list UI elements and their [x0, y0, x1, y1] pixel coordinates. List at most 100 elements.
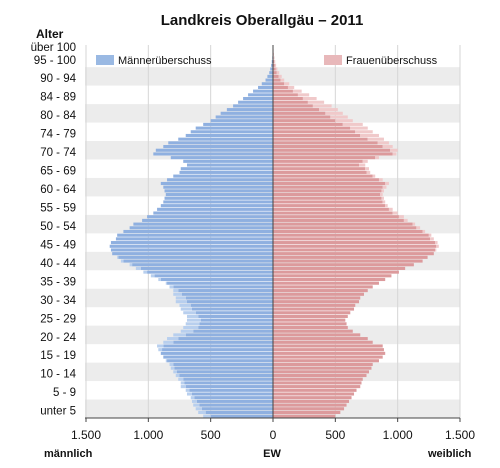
bar-male-surplus	[175, 296, 186, 300]
bar-female	[273, 122, 343, 126]
bar-male	[205, 410, 273, 415]
bar-male	[183, 377, 273, 381]
bar-female-surplus	[385, 181, 389, 186]
legend-label-female-surplus: Frauenüberschuss	[346, 55, 438, 67]
bar-female-surplus	[330, 115, 348, 119]
bar-male	[191, 392, 273, 396]
age-label: 90 - 94	[40, 73, 76, 85]
bar-female	[273, 300, 360, 304]
bar-male	[157, 207, 273, 211]
bar-male-surplus	[158, 348, 163, 352]
y-axis-title: Alter	[36, 27, 64, 41]
legend-label-male-surplus: Männerüberschuss	[118, 55, 212, 67]
bar-female	[273, 263, 414, 267]
bar-female-surplus	[307, 100, 325, 104]
bar-male-surplus	[203, 414, 211, 418]
age-labels: unter 5 5 - 9 10 - 14 15 - 19 20 - 24 25 - 29…	[31, 42, 77, 418]
bar-male	[163, 145, 273, 149]
bar-male	[160, 351, 273, 355]
bar-male	[185, 133, 273, 138]
bar-female	[273, 67, 276, 71]
bar-female	[273, 130, 356, 134]
bar-female-surplus	[382, 145, 393, 149]
bar-female-surplus	[428, 233, 432, 237]
bar-male	[173, 340, 273, 344]
bar-male-surplus	[169, 285, 174, 289]
bar-female	[273, 174, 373, 178]
bar-female	[273, 396, 352, 400]
bar-female	[273, 340, 373, 344]
bar-male	[133, 222, 273, 226]
bar-male	[190, 130, 273, 134]
bar-female	[273, 348, 384, 352]
x-tick-label: 500	[325, 428, 345, 442]
bar-female	[273, 381, 362, 385]
bar-female	[273, 159, 363, 163]
bar-male	[129, 226, 273, 230]
bar-female	[273, 377, 363, 381]
bars-group	[109, 45, 439, 418]
bar-female	[273, 303, 356, 307]
bar-female-surplus	[312, 104, 332, 108]
bar-female-surplus	[275, 67, 278, 71]
bar-female	[273, 329, 353, 333]
bar-female	[273, 89, 293, 93]
bar-male	[163, 185, 273, 189]
age-label: 95 - 100	[34, 55, 76, 67]
bar-male-surplus	[135, 266, 141, 270]
bar-female	[273, 145, 383, 149]
bar-female	[273, 399, 350, 403]
bar-female-surplus	[380, 193, 383, 197]
age-label: 25 - 29	[40, 313, 76, 325]
bar-female	[273, 218, 404, 222]
bar-female-surplus	[335, 119, 353, 123]
bar-male	[170, 156, 273, 160]
x-axis-center-label: EW	[263, 448, 281, 460]
bar-male	[154, 274, 273, 278]
bar-male	[115, 237, 273, 241]
age-label: 5 - 9	[53, 387, 76, 399]
bar-male	[233, 104, 273, 108]
bar-male	[178, 137, 273, 141]
bar-female	[273, 82, 285, 86]
bar-female	[273, 307, 355, 311]
bar-male	[153, 211, 273, 215]
bar-female	[273, 337, 368, 341]
bar-male	[112, 252, 274, 256]
bar-male	[199, 322, 273, 326]
bar-male	[258, 85, 273, 90]
bar-female-surplus	[392, 211, 398, 215]
bar-female	[273, 322, 347, 326]
bar-female	[273, 237, 431, 241]
bar-male	[163, 200, 273, 204]
bar-female	[273, 85, 288, 90]
bar-female-surplus	[273, 56, 275, 60]
bar-male-surplus	[165, 359, 168, 363]
bar-male-surplus	[158, 277, 161, 282]
bar-male-surplus	[169, 362, 174, 366]
bar-male	[248, 93, 273, 97]
bar-female	[273, 200, 383, 204]
bar-male	[179, 373, 273, 378]
bar-male	[189, 388, 273, 392]
age-label: 30 - 34	[40, 295, 76, 307]
bar-female	[273, 414, 336, 418]
bar-male	[142, 218, 273, 222]
bar-female-surplus	[274, 60, 276, 64]
bar-female	[273, 193, 381, 197]
bar-female	[273, 126, 351, 130]
bar-male	[117, 233, 274, 237]
bar-male-surplus	[183, 311, 196, 315]
chart-title: Landkreis Oberallgäu – 2011	[161, 12, 364, 29]
bar-male	[193, 329, 273, 333]
bar-male-surplus	[186, 392, 192, 396]
bar-male	[165, 193, 273, 197]
bar-male-surplus	[167, 337, 179, 341]
bar-male-surplus	[157, 344, 164, 348]
age-label: 40 - 44	[40, 258, 76, 270]
age-label: 65 - 69	[40, 166, 76, 178]
bar-female	[273, 296, 361, 300]
bar-female	[273, 241, 436, 245]
bar-female	[273, 392, 355, 396]
